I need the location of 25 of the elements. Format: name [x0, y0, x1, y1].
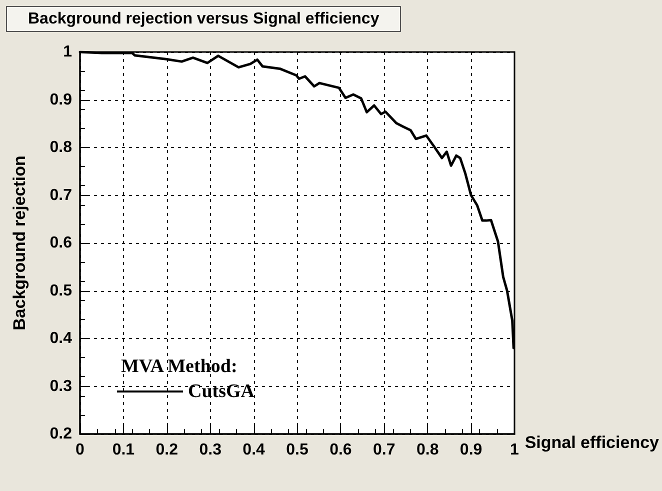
y-tick-label: 0.5 [50, 282, 72, 300]
x-tick-label: 0.4 [242, 442, 266, 458]
x-tick-label: 0.3 [199, 442, 222, 458]
legend-title: MVA Method: [121, 356, 238, 377]
y-tick-label: 0.6 [50, 234, 72, 252]
y-tick-label: 1 [63, 44, 72, 60]
y-tick-label: 0.3 [50, 378, 72, 395]
x-tick-label: 0 [76, 442, 85, 458]
y-tick-label: 0.7 [50, 186, 72, 204]
x-tick-label: 0.7 [373, 442, 396, 458]
x-tick-label: 0.1 [112, 442, 135, 458]
y-tick-label: 0.4 [50, 330, 72, 347]
legend-label: CutsGA [188, 381, 255, 402]
x-axis-title: Signal efficiency [524, 433, 660, 452]
x-tick-label: 0.5 [286, 442, 308, 458]
x-tick-label: 0.2 [156, 442, 178, 458]
y-tick-label: 0.2 [50, 426, 72, 442]
x-tick-label: 1 [510, 442, 520, 458]
y-tick-label: 0.8 [50, 139, 72, 156]
y-tick-label: 0.9 [50, 91, 72, 108]
chart-title: Background rejection versus Signal efficiency [28, 10, 380, 28]
x-tick-label: 0.6 [330, 442, 352, 458]
x-tick-label: 0.9 [460, 442, 482, 458]
y-axis-title: Background rejection [10, 156, 29, 330]
x-tick-label: 0.8 [416, 442, 439, 458]
